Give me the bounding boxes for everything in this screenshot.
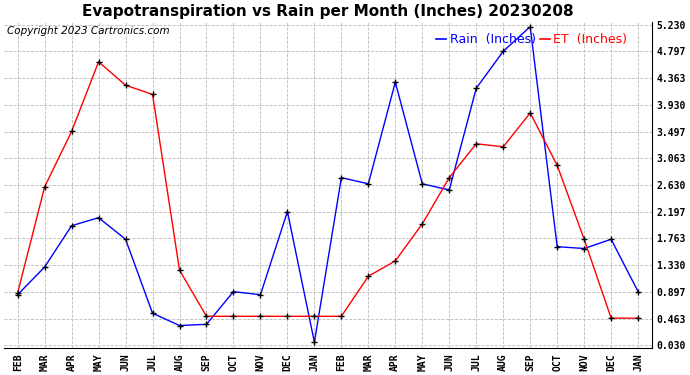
Text: Copyright 2023 Cartronics.com: Copyright 2023 Cartronics.com (7, 26, 170, 36)
Legend: Rain  (Inches), ET  (Inches): Rain (Inches), ET (Inches) (431, 28, 633, 51)
Title: Evapotranspiration vs Rain per Month (Inches) 20230208: Evapotranspiration vs Rain per Month (In… (82, 4, 573, 19)
